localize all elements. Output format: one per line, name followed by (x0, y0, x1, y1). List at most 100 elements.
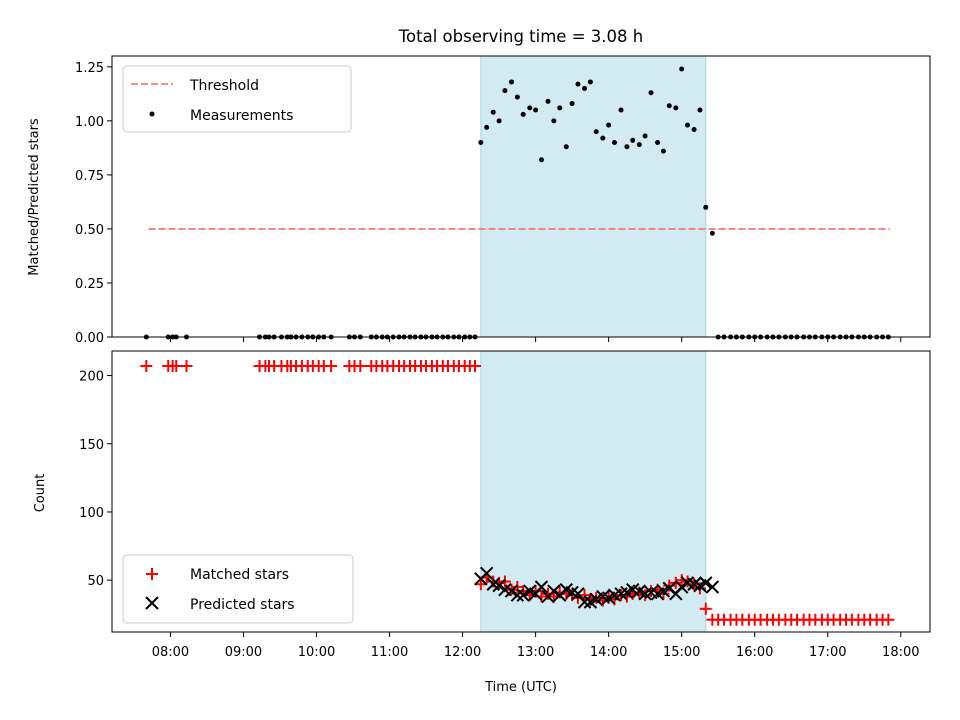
predicted-marker-b (687, 577, 701, 591)
predicted-marker-b (699, 576, 713, 590)
measurement-point (575, 81, 581, 87)
predicted-star-marker (571, 587, 585, 601)
top-axes-frame (111, 55, 931, 338)
measurement-point (520, 111, 526, 117)
measurement-point (600, 135, 606, 141)
measurement-point (630, 137, 636, 143)
bottom-y-ticks: 50 100 150 200 (79, 370, 112, 589)
predicted-marker-b (492, 578, 506, 593)
top-y-tick-label: 0.75 (75, 169, 104, 184)
measurement-point (496, 118, 502, 124)
matched-star-marker (180, 360, 193, 373)
bottom-x-tick-label: 17:00 (809, 645, 846, 660)
matched-star-marker (354, 360, 367, 373)
bottom-y-tick-label: 50 (87, 574, 104, 589)
predicted-marker-b (516, 588, 530, 602)
matched-star-marker (699, 602, 712, 615)
predicted-marker-b (479, 566, 494, 581)
predicted-star-marker (674, 580, 689, 594)
matched-star-marker (669, 576, 682, 589)
measurement-point (673, 105, 679, 111)
predicted-marker-b (662, 581, 676, 596)
bottom-axes-frame (111, 350, 931, 633)
measurement-point (618, 107, 624, 113)
bottom-predicted-markers (474, 566, 720, 609)
predicted-marker-b (547, 584, 561, 598)
bottom-panel: 50 100 150 200 08:00 09:00 10:00 11:00 12:00 13:… (33, 350, 931, 695)
predicted-marker-b (571, 587, 585, 601)
top-legend-box (122, 65, 352, 133)
measurement-point (527, 105, 533, 111)
predicted-star-marker (479, 566, 494, 581)
top-y-tick-label: 0.00 (75, 331, 104, 346)
predicted-star-marker (699, 576, 713, 590)
bottom-legend-box (122, 554, 354, 624)
predicted-star-marker (705, 580, 720, 594)
measurement-point (611, 139, 617, 145)
measurement-point (538, 157, 544, 163)
matched-star-marker (498, 575, 511, 588)
predicted-star-marker (510, 588, 525, 602)
legend-threshold-label: Threshold (189, 78, 259, 94)
measurement-point (666, 103, 672, 109)
predicted-marker-b (523, 584, 537, 598)
measurement-point (593, 129, 599, 135)
measurement-point (679, 66, 685, 72)
matched-star-marker (474, 578, 487, 591)
predicted-marker-b (626, 583, 640, 597)
predicted-star-marker (534, 580, 549, 594)
measurement-point (484, 124, 490, 130)
measurement-point (545, 98, 551, 104)
predicted-marker-b (680, 576, 695, 590)
top-legend: Threshold Measurements (122, 65, 352, 133)
predicted-star-marker (547, 584, 561, 598)
measurement-point (703, 204, 709, 210)
top-y-tick-label: 1.00 (75, 115, 104, 130)
bottom-x-tick-label: 09:00 (225, 645, 262, 660)
top-y-tick-label: 0.25 (75, 277, 104, 292)
bottom-x-tick-label: 15:00 (663, 645, 700, 660)
measurement-point (691, 126, 697, 132)
matched-star-marker (140, 360, 153, 373)
legend-measurements-swatch (149, 111, 155, 117)
measurement-point (685, 122, 691, 128)
predicted-marker-b (565, 585, 579, 600)
legend-matched-swatch (146, 568, 158, 580)
predicted-marker-b (486, 577, 500, 591)
x-axis-label: Time (UTC) (484, 680, 557, 695)
measurement-point (624, 144, 630, 150)
top-shade-rect (480, 55, 707, 338)
chart-title: Total observing time = 3.08 h (398, 27, 643, 46)
bottom-x-ticks: 08:00 09:00 10:00 11:00 12:00 13:00 14:00 15:00… (152, 632, 920, 660)
predicted-marker-b (559, 583, 573, 597)
measurement-point (509, 79, 515, 85)
measurement-point (551, 118, 557, 124)
measurement-point (557, 105, 563, 111)
bottom-y-tick-label: 100 (79, 506, 104, 521)
bottom-x-tick-label: 13:00 (517, 645, 554, 660)
measurement-point (587, 79, 593, 85)
top-y-ticks: 0.00 0.25 0.50 0.75 1.00 1.25 (75, 61, 112, 346)
predicted-star-marker (504, 584, 519, 598)
top-y-tick-label: 1.25 (75, 61, 104, 76)
legend-predicted-label: Predicted stars (190, 597, 295, 613)
measurement-point (563, 144, 569, 150)
matched-star-marker (170, 360, 183, 373)
matched-star-marker (325, 360, 338, 373)
predicted-marker-b (632, 584, 647, 598)
bottom-x-tick-label: 10:00 (298, 645, 335, 660)
measurement-point (648, 90, 654, 96)
matched-star-marker (468, 360, 481, 373)
predicted-star-marker (492, 578, 506, 593)
predicted-star-marker (577, 595, 592, 609)
bottom-x-tick-label: 11:00 (371, 645, 408, 660)
measurement-point (636, 142, 642, 148)
predicted-marker-b (504, 584, 519, 598)
measurement-point (655, 139, 661, 145)
bottom-x-tick-label: 12:00 (444, 645, 481, 660)
bottom-y-tick-label: 200 (79, 370, 104, 385)
measurement-point (642, 133, 648, 139)
measurement-point (569, 101, 575, 107)
top-y-axis-label: Matched/Predicted stars (27, 118, 42, 276)
